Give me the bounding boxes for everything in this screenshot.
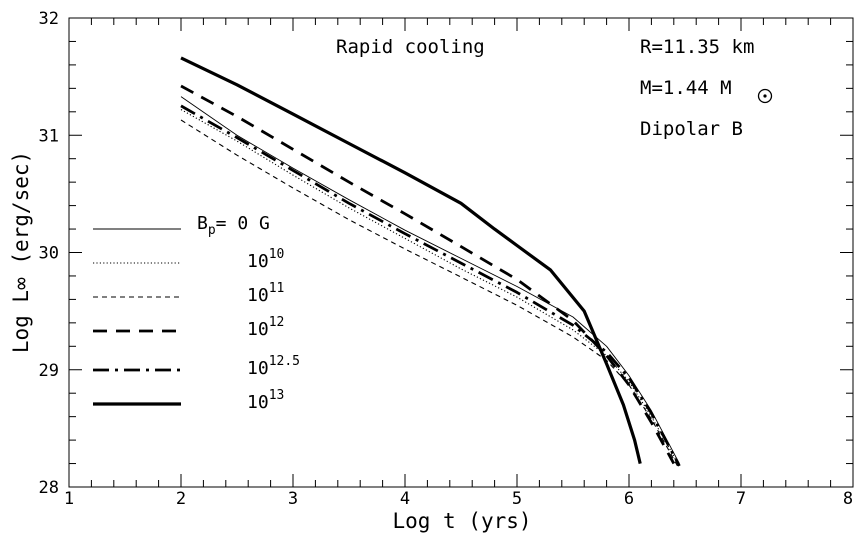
series-lines [180, 56, 681, 470]
y-tick-label: 29 [39, 361, 59, 381]
axis-tick-labels: 1 2 3 4 5 6 7 8 28 29 30 31 32 [39, 9, 854, 509]
x-tick-label: 8 [843, 489, 853, 509]
y-axis-label-group: Log L∞ (erg/sec) [9, 151, 33, 353]
legend-header: Bp= 0 G [197, 213, 270, 238]
legend-label-5: 1012.5 [247, 354, 300, 379]
x-tick-label: 7 [736, 489, 746, 509]
y-tick-label: 28 [39, 478, 59, 498]
x-tick-label: 6 [624, 489, 634, 509]
annotation-radius: R=11.35 km [640, 36, 754, 58]
legend-header-b: B [197, 213, 208, 234]
legend-label-4: 1012 [247, 315, 284, 340]
legend-label-3: 1011 [247, 281, 284, 306]
legend: Bp= 0 G 1010 1011 1012 1012.5 1013 [93, 213, 300, 413]
series-line-4 [180, 84, 676, 465]
legend-label-6: 1013 [247, 388, 284, 413]
annotation-field: Dipolar B [640, 118, 743, 140]
x-tick-label: 5 [512, 489, 522, 509]
x-tick-label: 4 [400, 489, 410, 509]
legend-label-2: 1010 [247, 247, 284, 272]
annotation-title: Rapid cooling [336, 36, 485, 58]
x-axis-label: Log t (yrs) [392, 509, 531, 533]
series-line-5 [180, 104, 681, 467]
x-tick-label: 2 [176, 489, 186, 509]
y-tick-label: 32 [39, 9, 59, 29]
y-tick-label: 30 [39, 244, 59, 264]
series-line-3 [180, 119, 680, 470]
y-tick-label: 31 [39, 126, 59, 146]
y-axis-label: Log L∞ (erg/sec) [9, 151, 33, 353]
solar-symbol [757, 88, 773, 104]
axis-ticks [68, 17, 854, 488]
x-tick-label: 3 [288, 489, 298, 509]
legend-header-rest: = 0 G [216, 213, 270, 234]
legend-header-sub: p [208, 223, 216, 238]
x-tick-label: 1 [64, 489, 74, 509]
series-line-6 [180, 56, 642, 464]
annotation-mass: M=1.44 M [640, 77, 732, 99]
